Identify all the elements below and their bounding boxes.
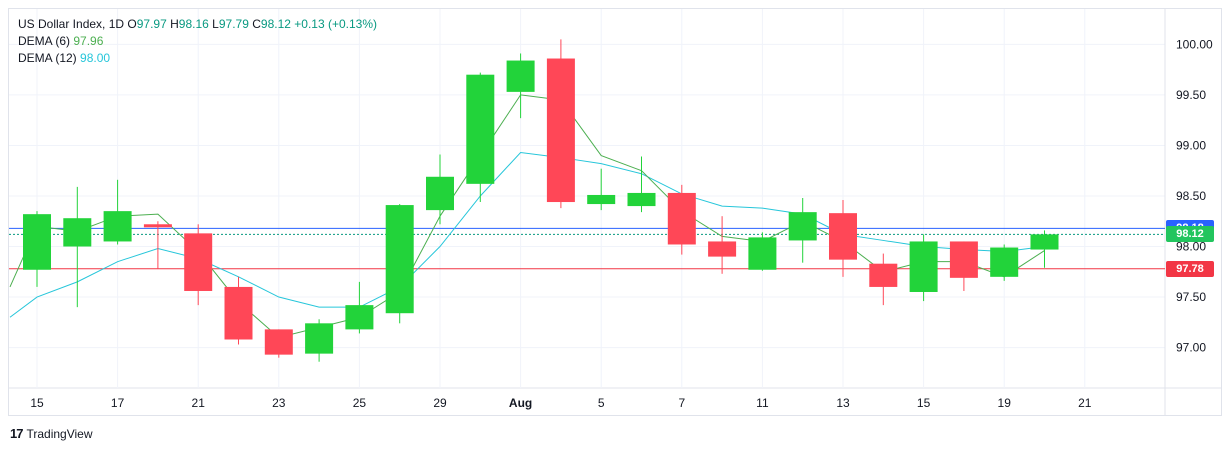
candle-down bbox=[184, 233, 213, 291]
y-tick-label: 98.00 bbox=[1176, 240, 1206, 254]
indicator-dema12[interactable]: DEMA (12) 98.00 bbox=[18, 50, 377, 67]
x-tick-label: 19 bbox=[998, 396, 1012, 410]
candle-down bbox=[708, 241, 737, 257]
tradingview-logo-icon: 17 bbox=[10, 426, 24, 441]
candle-down bbox=[869, 263, 898, 287]
x-tick-label: 21 bbox=[1078, 396, 1092, 410]
symbol-label[interactable]: US Dollar Index, 1D bbox=[18, 17, 125, 31]
x-tick-label: 13 bbox=[836, 396, 850, 410]
change-value: +0.13 (+0.13%) bbox=[294, 17, 377, 31]
price-tag-low: 97.78 bbox=[1166, 260, 1214, 277]
open-label: O bbox=[127, 17, 137, 31]
low-value: 97.79 bbox=[218, 17, 249, 31]
candle-down bbox=[224, 286, 253, 340]
close-label: C bbox=[252, 17, 261, 31]
candle-up bbox=[627, 192, 656, 207]
candle-up bbox=[909, 241, 938, 292]
candle-up bbox=[990, 247, 1019, 277]
chart-frame bbox=[8, 8, 1222, 416]
candle-up bbox=[23, 214, 51, 270]
y-tick-label: 98.50 bbox=[1176, 189, 1206, 203]
x-tick-label: 25 bbox=[353, 396, 367, 410]
dema6-line bbox=[9, 94, 1045, 339]
x-tick-label: 7 bbox=[678, 396, 685, 410]
candle-up bbox=[1030, 234, 1059, 250]
x-tick-label: 15 bbox=[30, 396, 44, 410]
tradingview-branding[interactable]: 17 TradingView bbox=[10, 426, 93, 441]
candle-up bbox=[466, 74, 495, 184]
open-value: 97.97 bbox=[136, 17, 167, 31]
candle-down bbox=[829, 213, 857, 260]
x-tick-label: 29 bbox=[433, 396, 447, 410]
x-tick-label: Aug bbox=[509, 396, 532, 410]
x-tick-label: 5 bbox=[598, 396, 605, 410]
candle-down bbox=[667, 192, 696, 245]
candle-down bbox=[546, 58, 575, 203]
y-tick-label: 99.00 bbox=[1176, 138, 1206, 152]
close-value: 98.12 bbox=[260, 17, 291, 31]
candle-up bbox=[426, 176, 454, 211]
x-tick-label: 15 bbox=[917, 396, 931, 410]
y-tick-label: 97.50 bbox=[1176, 290, 1206, 304]
x-tick-label: 11 bbox=[756, 396, 769, 410]
indicator-label: DEMA (6) bbox=[18, 34, 71, 48]
candle-down bbox=[143, 224, 172, 228]
high-label: H bbox=[170, 17, 179, 31]
tradingview-brand-text: TradingView bbox=[26, 426, 93, 441]
candle-up bbox=[385, 205, 414, 314]
indicator-value: 98.00 bbox=[80, 51, 111, 65]
ohlc-row: US Dollar Index, 1D O97.97 H98.16 L97.79… bbox=[18, 16, 377, 33]
indicator-value: 97.96 bbox=[73, 34, 104, 48]
indicator-dema6[interactable]: DEMA (6) 97.96 bbox=[18, 33, 377, 50]
x-tick-label: 23 bbox=[272, 396, 286, 410]
candle-up bbox=[506, 60, 535, 92]
candle-down bbox=[949, 241, 978, 278]
chart-legend: US Dollar Index, 1D O97.97 H98.16 L97.79… bbox=[18, 16, 377, 67]
y-tick-label: 100.00 bbox=[1176, 37, 1213, 51]
dema12-line bbox=[9, 151, 1045, 318]
candle-up bbox=[63, 218, 92, 247]
candle-up bbox=[103, 211, 132, 242]
x-tick-label: 21 bbox=[192, 396, 206, 410]
candle-up bbox=[748, 237, 777, 270]
y-tick-label: 99.50 bbox=[1176, 88, 1206, 102]
indicator-label: DEMA (12) bbox=[18, 51, 77, 65]
x-tick-label: 17 bbox=[111, 396, 125, 410]
candle-up bbox=[305, 323, 334, 354]
low-label: L bbox=[212, 17, 219, 31]
high-value: 98.16 bbox=[178, 17, 209, 31]
y-tick-label: 97.00 bbox=[1176, 341, 1206, 355]
candle-up bbox=[587, 194, 616, 205]
candle-up bbox=[345, 305, 374, 330]
price-tag-last: 98.12 bbox=[1166, 226, 1214, 243]
candle-up bbox=[788, 212, 817, 241]
candle-down bbox=[264, 329, 293, 355]
